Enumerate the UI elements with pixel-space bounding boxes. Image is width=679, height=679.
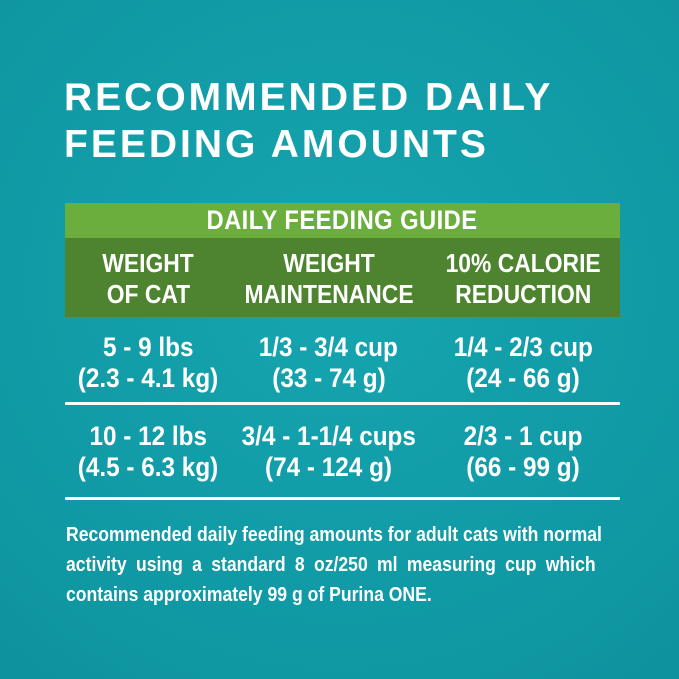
daily-feeding-guide-table: DAILY FEEDING GUIDE WEIGHT OF CAT WEIGHT… — [65, 203, 620, 500]
weight-cell: 10 - 12 lbs (4.5 - 6.3 kg) — [65, 421, 232, 483]
table-title: DAILY FEEDING GUIDE — [206, 205, 479, 235]
weight-metric-value: (4.5 - 6.3 kg) — [78, 452, 219, 482]
weight-value: 10 - 12 lbs — [89, 421, 208, 451]
weight-value: 5 - 9 lbs — [102, 332, 194, 362]
column-header-text: OF CAT — [106, 278, 190, 309]
table-row: 5 - 9 lbs (2.3 - 4.1 kg) 1/3 - 3/4 cup (… — [65, 317, 620, 402]
column-header-text: 10% CALORIE — [445, 247, 601, 278]
reduction-value: 2/3 - 1 cup — [463, 421, 583, 451]
maintenance-value: 3/4 - 1-1/4 cups — [241, 421, 416, 451]
page-title-line-2: FEEDING AMOUNTS — [64, 123, 489, 166]
table-header-row: WEIGHT OF CAT WEIGHT MAINTENANCE 10% CAL… — [65, 238, 620, 317]
reduction-metric-value: (66 - 99 g) — [466, 452, 580, 482]
reduction-metric-value: (24 - 66 g) — [466, 363, 580, 393]
column-header-calorie-reduction: 10% CALORIE REDUCTION — [426, 248, 620, 310]
column-header-weight-maintenance: WEIGHT MAINTENANCE — [232, 248, 426, 310]
maintenance-metric-value: (33 - 74 g) — [271, 363, 386, 393]
page-title: RECOMMENDED DAILY FEEDING AMOUNTS — [64, 74, 553, 168]
footnote-line: contains approximately 99 g of Purina ON… — [66, 584, 432, 606]
reduction-value: 1/4 - 2/3 cup — [453, 332, 593, 362]
table-title-banner: DAILY FEEDING GUIDE — [65, 203, 620, 238]
footnote-line: activity using a standard 8 oz/250 ml me… — [66, 554, 596, 576]
maintenance-cell: 1/3 - 3/4 cup (33 - 74 g) — [232, 332, 426, 394]
reduction-cell: 1/4 - 2/3 cup (24 - 66 g) — [426, 332, 620, 394]
column-header-weight-of-cat: WEIGHT OF CAT — [65, 248, 232, 310]
column-header-text: MAINTENANCE — [244, 278, 414, 309]
reduction-cell: 2/3 - 1 cup (66 - 99 g) — [426, 421, 620, 483]
footnote: Recommended daily feeding amounts for ad… — [66, 520, 619, 610]
weight-cell: 5 - 9 lbs (2.3 - 4.1 kg) — [65, 332, 232, 394]
column-header-text: WEIGHT — [102, 247, 195, 278]
row-divider — [65, 402, 620, 405]
table-row: 10 - 12 lbs (4.5 - 6.3 kg) 3/4 - 1-1/4 c… — [65, 405, 620, 497]
weight-metric-value: (2.3 - 4.1 kg) — [78, 363, 219, 393]
row-divider — [65, 497, 620, 500]
column-header-text: WEIGHT — [282, 247, 375, 278]
footnote-line: Recommended daily feeding amounts for ad… — [66, 524, 602, 546]
maintenance-value: 1/3 - 3/4 cup — [259, 332, 399, 362]
maintenance-cell: 3/4 - 1-1/4 cups (74 - 124 g) — [232, 421, 426, 483]
page-title-line-1: RECOMMENDED DAILY — [64, 76, 554, 119]
maintenance-metric-value: (74 - 124 g) — [265, 452, 393, 482]
column-header-text: REDUCTION — [454, 278, 591, 309]
